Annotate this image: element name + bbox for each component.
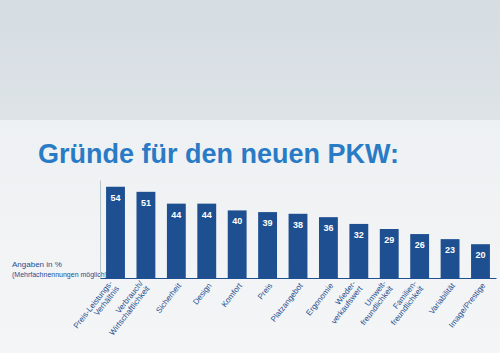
x-tick: Familien-freundlichkeit (382, 278, 425, 327)
x-tick-label: Umwelt-freundlichkeit (352, 279, 395, 327)
x-tick-label: Wieder-verkaufswert (323, 279, 365, 326)
bar (380, 229, 399, 278)
data-label: 23 (445, 245, 455, 255)
x-tick-label: Design (191, 281, 213, 306)
chart: Gründe für den neuen PKW: Angaben in % (Me… (0, 0, 500, 353)
x-tick: Variabilität (427, 278, 457, 316)
y-axis-line (100, 181, 101, 279)
x-tick: Preis (256, 278, 274, 301)
data-label: 54 (111, 193, 121, 203)
data-label: 20 (475, 250, 485, 260)
background (0, 0, 500, 353)
data-label: 26 (415, 240, 425, 250)
bar (410, 234, 429, 278)
bar (258, 212, 277, 278)
title: Gründe für den neuen PKW: (38, 139, 399, 169)
x-tick-label: Familien-freundlichkeit (382, 279, 425, 327)
x-tick: Image/Prestige (447, 278, 488, 329)
bar (106, 187, 125, 278)
x-tick-label: Sicherheit (154, 281, 183, 315)
x-tick-label: Komfort (220, 281, 245, 309)
data-label: 44 (202, 210, 212, 220)
x-tick: Platzangebot (269, 278, 305, 324)
x-tick: Wieder-verkaufswert (323, 278, 365, 326)
x-tick-label: Verbrauch/Wirtschaftlichkeit (101, 279, 152, 338)
bar (136, 192, 155, 278)
bars (106, 187, 490, 278)
x-axis-line (101, 278, 497, 279)
x-tick-label: Preis (256, 281, 274, 301)
data-label: 32 (354, 230, 364, 240)
bar (167, 204, 186, 278)
bar (197, 204, 216, 278)
bar (441, 239, 460, 278)
x-tick-label: Image/Prestige (447, 281, 488, 329)
background-building (0, 0, 500, 120)
data-label: 39 (263, 218, 273, 228)
x-tick-label: Platzangebot (269, 281, 305, 324)
data-labels: 54 51 44 44 40 39 38 36 32 29 26 23 20 (111, 193, 486, 260)
data-label: 29 (384, 235, 394, 245)
data-label: 44 (171, 210, 181, 220)
bar (471, 244, 490, 278)
annotation: Angaben in % (12, 260, 62, 269)
data-label: 36 (323, 223, 333, 233)
y-axis (100, 181, 101, 279)
x-tick-label: Ergonomie (304, 281, 335, 317)
x-tick-label: Variabilität (427, 281, 457, 316)
x-tick: Verbrauch/Wirtschaftlichkeit (101, 278, 152, 337)
bar (349, 224, 368, 278)
bar (319, 217, 338, 278)
bar (228, 210, 247, 278)
data-label: 51 (141, 198, 151, 208)
data-label: 38 (293, 220, 303, 230)
bar (289, 214, 308, 278)
x-axis: Preis-Leistungs-VerhältnisVerbrauch/Wirt… (72, 278, 497, 337)
x-tick: Ergonomie (304, 278, 335, 317)
annotation: (Mehrfachnennungen möglich) (12, 271, 107, 279)
x-tick: Komfort (220, 278, 245, 309)
x-tick: Sicherheit (154, 278, 183, 315)
data-label: 40 (232, 216, 242, 226)
x-tick: Design (191, 278, 213, 307)
x-tick: Umwelt-freundlichkeit (352, 278, 395, 327)
